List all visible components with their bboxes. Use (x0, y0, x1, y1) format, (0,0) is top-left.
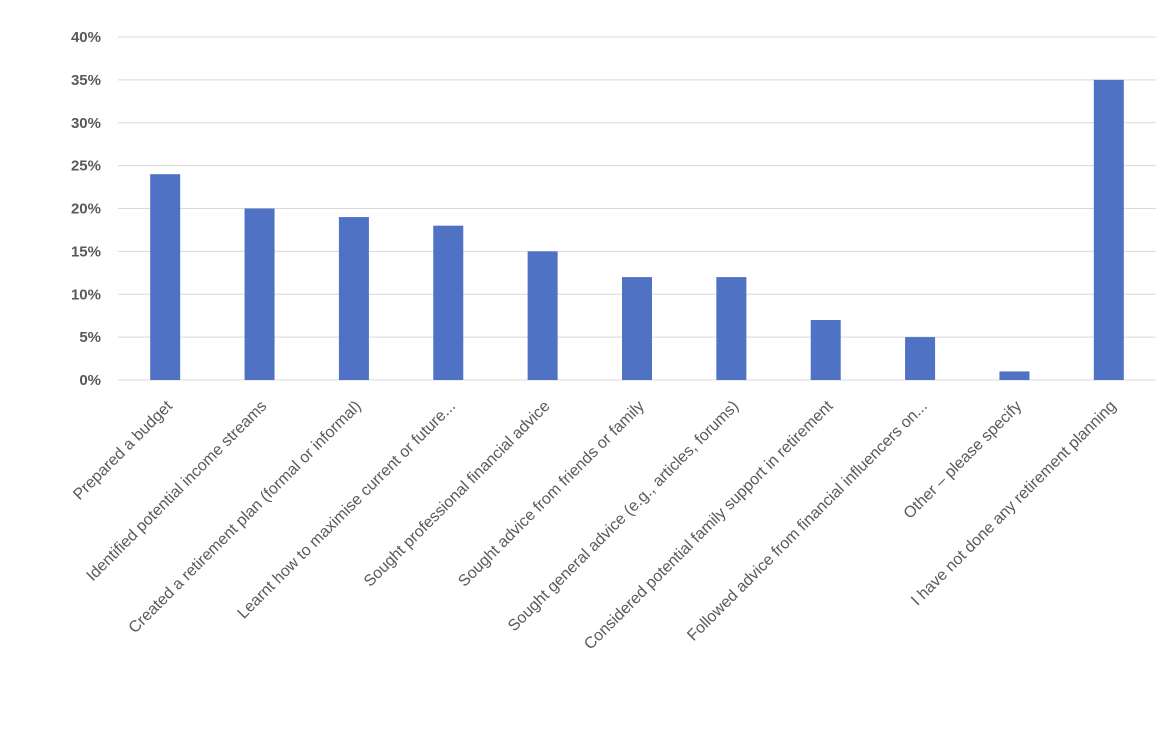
y-tick-label: 10% (71, 286, 101, 303)
bar (1093, 79, 1124, 380)
y-axis-ticks: 0% 5% 10% 15% 20% 25% 30% 35% 40% (71, 29, 101, 389)
x-tick-label: Learnt how to maximise current or future… (235, 398, 460, 623)
y-tick-label: 0% (79, 372, 101, 389)
x-tick-label: I have not done any retirement planning (908, 398, 1119, 609)
bar (527, 251, 558, 380)
y-tick-label: 15% (71, 243, 101, 260)
bar (716, 277, 747, 380)
y-tick-label: 20% (71, 201, 101, 218)
bar (810, 319, 841, 380)
bar (433, 225, 464, 380)
bar (622, 277, 652, 380)
y-tick-label: 40% (71, 29, 101, 46)
x-tick-label: Prepared a budget (70, 397, 176, 503)
bar (244, 208, 275, 380)
y-tick-label: 5% (79, 329, 101, 346)
bar (999, 371, 1030, 380)
x-tick-label: Sought professional financial advice (361, 398, 554, 591)
bars (150, 79, 1124, 380)
x-tick-label: Identified potential income streams (84, 398, 271, 585)
bar (905, 337, 936, 380)
x-tick-label: Sought advice from friends or family (455, 398, 647, 590)
y-tick-label: 25% (71, 158, 101, 175)
y-tick-label: 30% (71, 115, 101, 132)
bar (150, 174, 181, 380)
y-tick-label: 35% (71, 72, 101, 89)
gridlines (118, 36, 1156, 381)
bar (338, 217, 369, 380)
